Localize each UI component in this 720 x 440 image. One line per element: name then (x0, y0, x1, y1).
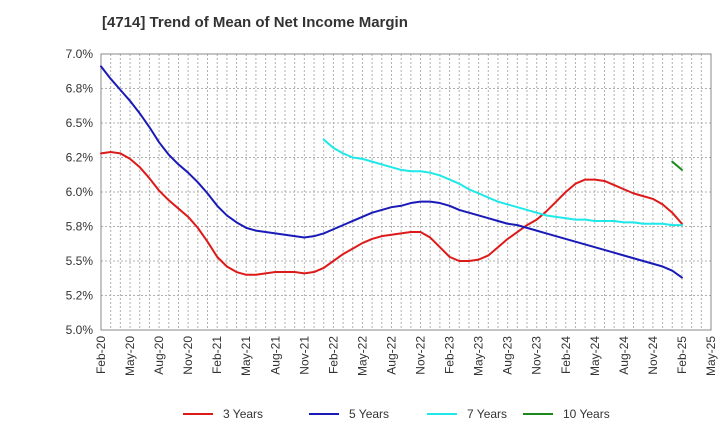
y-tick-label: 5.8% (66, 220, 94, 234)
x-tick-label: Nov-23 (530, 336, 544, 375)
legend: 3 Years 5 Years 7 Years 10 Years (183, 407, 610, 421)
x-tick-label: Feb-25 (675, 336, 689, 374)
x-tick-label: Aug-22 (384, 336, 398, 375)
y-tick-label: 6.5% (66, 116, 94, 130)
x-tick-label: May-25 (704, 336, 718, 376)
x-tick-label: Aug-21 (268, 336, 282, 375)
x-tick-label: Aug-23 (501, 336, 515, 375)
x-tick-label: May-24 (588, 336, 602, 376)
grid-layer (101, 54, 711, 330)
legend-label: 3 Years (223, 407, 263, 421)
series-layer (100, 65, 683, 279)
y-tick-label: 5.2% (66, 289, 94, 303)
x-tick-label: Nov-21 (297, 336, 311, 375)
x-tick-label: Aug-24 (617, 336, 631, 375)
y-axis-ticks: 7.0% 6.8% 6.5% 6.2% 6.0% 5.8% 5.5% 5.2% 5.0% (66, 47, 94, 337)
series-line-10-years (671, 160, 683, 171)
x-tick-label: Feb-20 (94, 336, 108, 374)
x-tick-label: Feb-23 (443, 336, 457, 374)
x-tick-label: Feb-21 (210, 336, 224, 374)
legend-label: 10 Years (563, 407, 610, 421)
x-tick-label: Feb-22 (326, 336, 340, 374)
x-tick-label: Nov-24 (646, 336, 660, 375)
legend-label: 7 Years (467, 407, 507, 421)
plot-frame (100, 53, 712, 331)
series-line-5-years (100, 65, 683, 279)
legend-label: 5 Years (349, 407, 389, 421)
x-tick-label: Nov-20 (181, 336, 195, 375)
y-tick-label: 7.0% (66, 47, 94, 61)
x-tick-label: Aug-20 (152, 336, 166, 375)
x-axis-ticks: Feb-20 May-20 Aug-20 Nov-20 Feb-21 May-21 Aug-… (94, 336, 718, 376)
x-tick-label: May-20 (123, 336, 137, 376)
x-tick-label: May-23 (472, 336, 486, 376)
y-tick-label: 6.0% (66, 185, 94, 199)
x-tick-label: Nov-22 (414, 336, 428, 375)
y-tick-label: 5.5% (66, 254, 94, 268)
y-tick-label: 6.8% (66, 82, 94, 96)
x-tick-label: Feb-24 (559, 336, 573, 374)
y-tick-label: 5.0% (66, 323, 94, 337)
x-tick-label: May-22 (355, 336, 369, 376)
chart-title: [4714] Trend of Mean of Net Income Margi… (102, 14, 408, 31)
x-tick-label: May-21 (239, 336, 253, 376)
series-line-3-years (100, 150, 683, 276)
y-tick-label: 6.2% (66, 151, 94, 165)
series-line-7-years (322, 138, 683, 227)
